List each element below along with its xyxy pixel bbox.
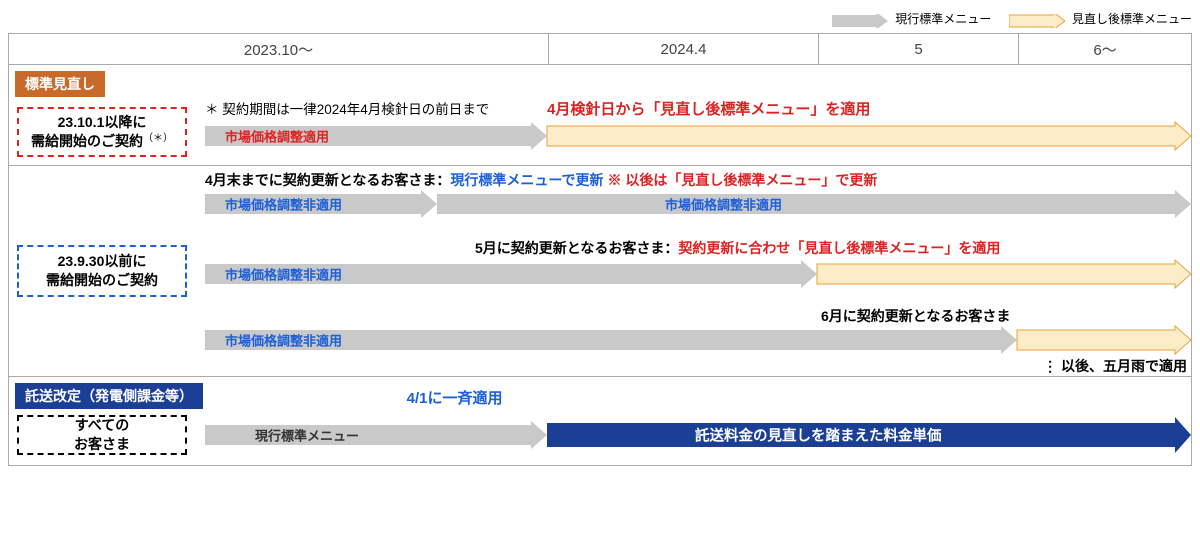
legend-swatch-cream bbox=[1009, 14, 1065, 26]
arrow-cream-row1 bbox=[547, 122, 1191, 150]
leftcell-after-oct1: 23.10.1以降に 需給開始のご契約（＊） bbox=[17, 107, 187, 157]
col-2023-10: 2023.10～ bbox=[9, 34, 549, 64]
label-a2: 市場価格調整非適用 bbox=[665, 195, 782, 214]
legend-revised-label: 見直し後標準メニュー bbox=[1072, 12, 1192, 26]
caption-renew-may: 5月に契約更新となるお客さま：契約更新に合わせ「見直し後標準メニュー」を適用 bbox=[475, 238, 1000, 258]
label-a1: 市場価格調整非適用 bbox=[225, 195, 342, 214]
leftcell-before-sep30: 23.9.30以前に 需給開始のご契約 bbox=[17, 245, 187, 297]
label-b: 市場価格調整非適用 bbox=[225, 265, 342, 284]
col-2024-4: 2024.4 bbox=[549, 34, 819, 64]
panel-standard-revision: 標準見直し 23.10.1以降に 需給開始のご契約（＊） ＊ 契約期間は一律20… bbox=[8, 65, 1192, 377]
col-5: 5 bbox=[819, 34, 1019, 64]
arrow-gray-a2 bbox=[437, 190, 1191, 218]
caption-samidare: ⋮ 以後、五月雨で適用 bbox=[1043, 356, 1187, 376]
label-gray-takuso: 現行標準メニュー bbox=[255, 426, 359, 445]
panel-takuso-revision: 託送改定（発電側課金等） 4/1に一斉適用 すべての お客さま 現行標準メニュー… bbox=[8, 377, 1192, 466]
leftcell-all-customers: すべての お客さま bbox=[17, 415, 187, 455]
label-market-adj-applied: 市場価格調整適用 bbox=[225, 127, 329, 146]
caption-renew-june: 6月に契約更新となるお客さま bbox=[821, 306, 1010, 326]
timeline-header: 2023.10～ 2024.4 5 6～ bbox=[8, 33, 1192, 65]
tag-standard-revision: 標準見直し bbox=[15, 71, 105, 97]
col-6plus: 6～ bbox=[1019, 34, 1191, 64]
legend: 現行標準メニュー 見直し後標準メニュー bbox=[8, 10, 1192, 27]
tag-takuso-revision: 託送改定（発電側課金等） bbox=[15, 383, 203, 409]
arrow-cream-b bbox=[817, 260, 1191, 288]
caption-apply-4-1: 4/1に一斉適用 bbox=[407, 390, 503, 407]
label-c: 市場価格調整非適用 bbox=[225, 331, 342, 350]
legend-current-label: 現行標準メニュー bbox=[895, 12, 991, 26]
label-navy-takuso: 託送料金の見直しを踏まえた料金単価 bbox=[695, 425, 942, 446]
legend-swatch-gray bbox=[832, 14, 888, 26]
arrow-cream-c bbox=[1017, 326, 1191, 354]
